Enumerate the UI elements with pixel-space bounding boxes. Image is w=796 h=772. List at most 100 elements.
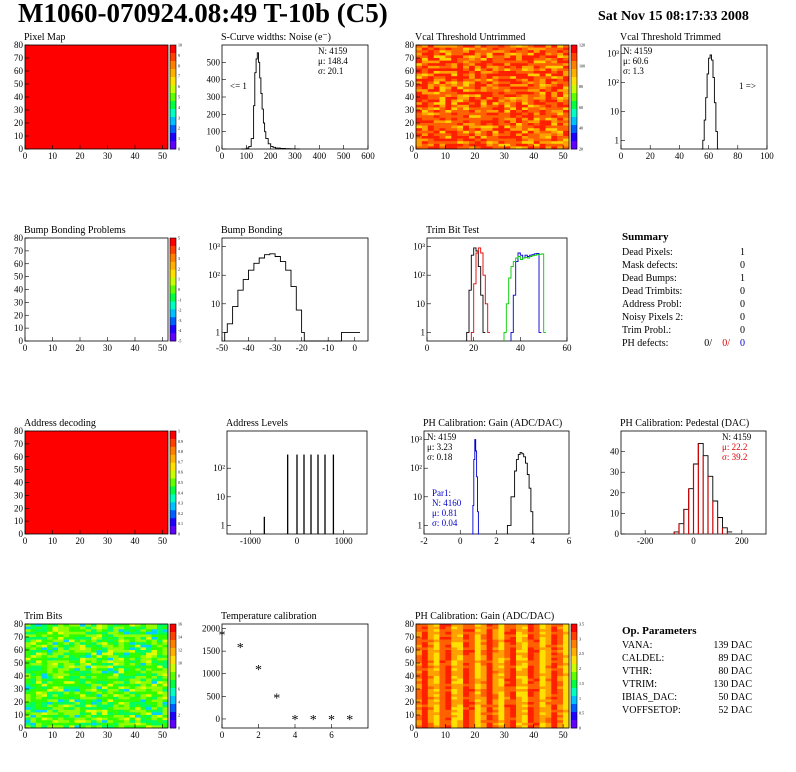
heatmap-cell xyxy=(427,65,434,69)
heatmap-cell xyxy=(480,678,487,682)
heatmap-cell xyxy=(527,63,534,67)
colorbar-frame xyxy=(169,237,177,342)
y-tick-label: 10 xyxy=(14,516,24,526)
colorbar-segment xyxy=(571,61,577,70)
heatmap-cell xyxy=(96,717,103,721)
heatmap-cell xyxy=(80,717,86,721)
heatmap-cell xyxy=(557,94,564,98)
heatmap-cell xyxy=(516,629,523,633)
heatmap-cell xyxy=(416,71,423,74)
heatmap-cell xyxy=(474,55,481,59)
heatmap-cell xyxy=(36,657,42,661)
heatmap-cell xyxy=(80,663,86,666)
heatmap-cell xyxy=(421,678,429,682)
heatmap-cell xyxy=(25,631,31,635)
heatmap-cell xyxy=(463,702,470,705)
heatmap-cell xyxy=(498,712,505,716)
heatmap-cell xyxy=(25,707,31,711)
heatmap-cell xyxy=(498,709,505,713)
heatmap-cell xyxy=(457,720,464,724)
colorbar-segment xyxy=(571,109,577,118)
heatmap-cell xyxy=(480,71,487,74)
heatmap-cell xyxy=(563,81,570,85)
heatmap-cell xyxy=(492,104,499,108)
heatmap-cell xyxy=(146,639,152,643)
colorbar-segment xyxy=(170,301,176,310)
heatmap-cell xyxy=(463,689,470,692)
heatmap-cell xyxy=(151,722,158,726)
heatmap-cell xyxy=(474,704,481,708)
heatmap-cell xyxy=(463,50,470,54)
heatmap-cell xyxy=(113,639,119,643)
colorbar-segment xyxy=(170,680,176,689)
heatmap-cell xyxy=(151,673,158,677)
heatmap-cell xyxy=(451,629,458,633)
colorbar-segment xyxy=(571,648,577,657)
colorbar-tick-label: 1.5 xyxy=(579,681,584,686)
heatmap-cell xyxy=(427,102,434,106)
heatmap-cell xyxy=(113,702,119,705)
heatmap-cell xyxy=(492,81,499,85)
heatmap-cell xyxy=(421,637,429,640)
x-tick-label: 0 xyxy=(619,151,624,161)
heatmap-cell xyxy=(25,676,31,679)
heatmap-cell xyxy=(527,94,534,98)
heatmap-cell xyxy=(539,696,546,700)
heatmap-cell xyxy=(80,652,86,656)
heatmap-cell xyxy=(58,689,64,692)
y-tick-label: 20 xyxy=(405,118,415,128)
colorbar-segment xyxy=(170,494,176,503)
heatmap-cell xyxy=(521,717,529,721)
heatmap-cell xyxy=(102,704,108,708)
heatmap-cell xyxy=(527,84,534,87)
heatmap-cell xyxy=(451,71,458,74)
heatmap-cell xyxy=(69,642,75,646)
heatmap-cell xyxy=(469,52,476,56)
heatmap-cell xyxy=(146,707,152,711)
heatmap-cell xyxy=(421,78,429,82)
heatmap-cell xyxy=(551,99,558,103)
heatmap-cell xyxy=(146,655,152,659)
heatmap-cell xyxy=(439,136,446,139)
heatmap-cell xyxy=(451,676,458,679)
heatmap-cell xyxy=(545,97,552,100)
heatmap-cell xyxy=(469,686,476,690)
heatmap-cell xyxy=(463,107,470,111)
heatmap-cell xyxy=(58,707,64,711)
heatmap-cell xyxy=(457,52,464,56)
heatmap-cell xyxy=(102,647,108,651)
heatmap-cell xyxy=(427,657,434,661)
heatmap-cell xyxy=(463,665,470,669)
heatmap-cell xyxy=(439,704,446,708)
heatmap-cell xyxy=(439,125,446,129)
heatmap-cell xyxy=(135,702,141,705)
heatmap-cell xyxy=(427,141,434,145)
heatmap-cell xyxy=(469,683,476,687)
heatmap-cell xyxy=(146,681,152,685)
heatmap-cell xyxy=(58,683,64,687)
heatmap-cell xyxy=(451,660,458,664)
heatmap-cell xyxy=(486,683,493,687)
heatmap-cell xyxy=(457,81,464,85)
y-tick-label: 1 xyxy=(216,327,221,337)
y-tick-label: 30 xyxy=(14,297,24,307)
x-tick-label: 500 xyxy=(337,151,351,161)
heatmap-cell xyxy=(457,104,464,108)
heatmap-cell xyxy=(74,709,81,713)
heatmap-cell xyxy=(486,702,493,705)
heatmap-cell xyxy=(140,699,147,703)
heatmap-cell xyxy=(58,642,64,646)
heatmap-cell xyxy=(539,631,546,635)
heatmap-cell xyxy=(510,91,517,95)
heatmap-cell xyxy=(533,60,540,64)
heatmap-cell xyxy=(486,97,493,100)
heatmap-cell xyxy=(486,50,493,54)
heatmap-cell xyxy=(58,631,64,635)
colorbar-tick-label: -5 xyxy=(178,339,181,344)
heatmap-cell xyxy=(504,81,511,85)
heatmap-cell xyxy=(91,720,97,724)
heatmap-cell xyxy=(91,691,97,695)
heatmap-cell xyxy=(533,696,540,700)
heatmap-cell xyxy=(47,699,53,703)
chart-address-decoding: Address decoding00.10.20.30.40.50.60.70.… xyxy=(14,418,183,546)
